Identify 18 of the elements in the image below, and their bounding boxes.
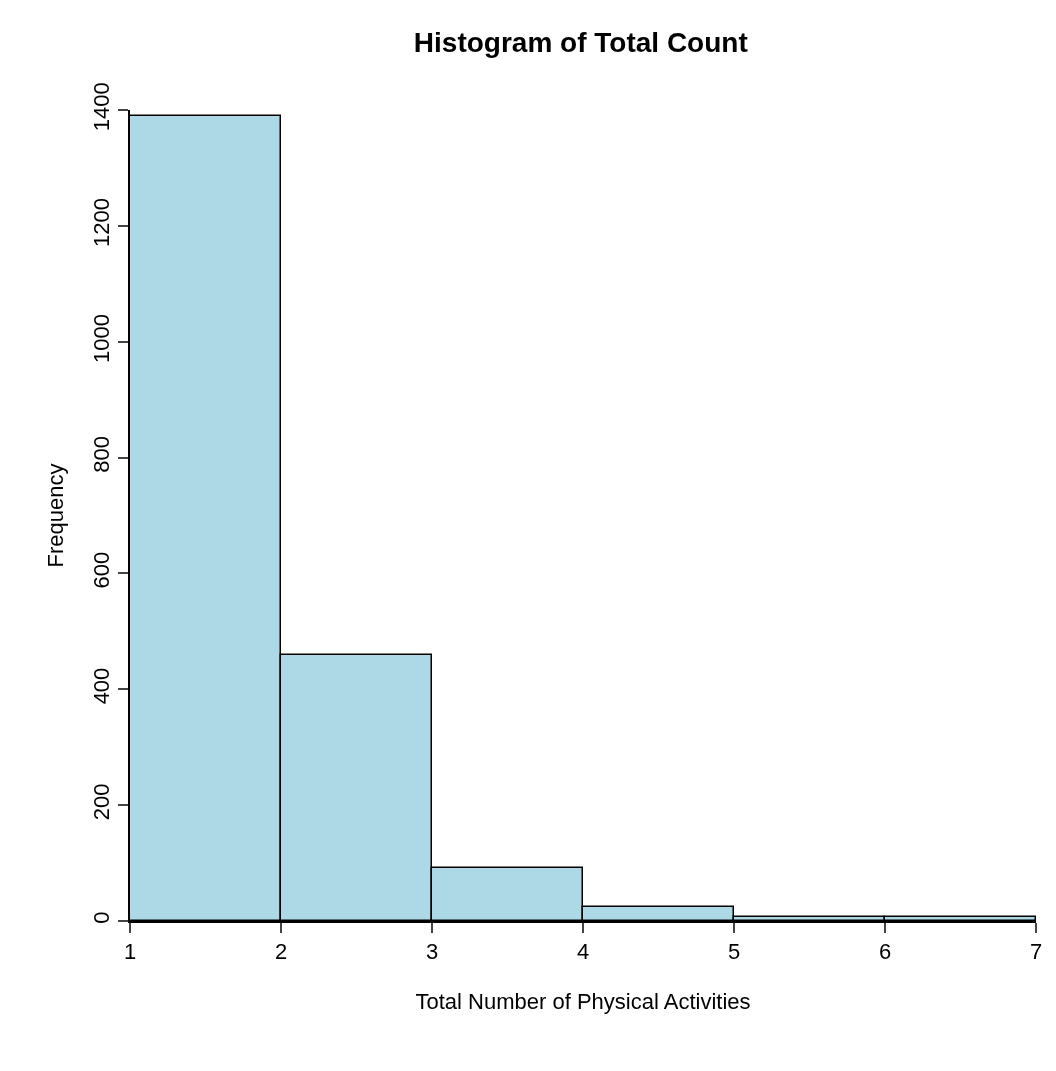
y-tick-label: 400 [89,667,115,705]
x-tick-label: 7 [1029,939,1043,965]
y-tick-label: 1000 [89,313,115,363]
chart-title: Histogram of Total Count [413,26,748,58]
y-axis-title: Frequency [42,463,68,568]
x-tick-label: 5 [727,939,741,965]
x-tick-label: 3 [425,939,439,965]
y-tick-label: 1200 [89,198,115,248]
y-tick-label: 600 [89,551,115,589]
x-tick-label: 2 [274,939,288,965]
x-axis-title: Total Number of Physical Activities [415,988,751,1014]
x-tick-label: 6 [878,939,892,965]
y-tick-label: 200 [89,783,115,821]
y-tick-label: 1400 [89,82,115,132]
y-tick-label: 0 [89,911,115,924]
y-tick-label: 800 [89,435,115,473]
x-tick-label: 1 [123,939,137,965]
x-tick-label: 4 [576,939,590,965]
